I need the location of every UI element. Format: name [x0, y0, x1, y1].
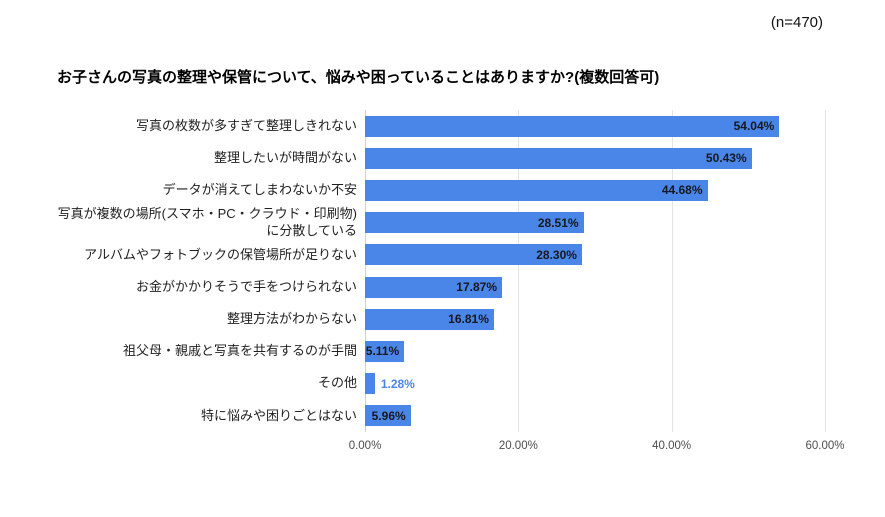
chart-row: 特に悩みや困りごとはない 5.96% — [57, 400, 825, 432]
value-label: 44.68% — [661, 183, 703, 198]
category-label: 写真が複数の場所(スマホ・PC・クラウド・印刷物)に分散している — [57, 206, 357, 238]
chart-row: お金がかかりそうで手をつけられない 17.87% — [57, 271, 825, 303]
chart-row: 整理方法がわからない 16.81% — [57, 303, 825, 335]
sample-size-label: (n=470) — [770, 14, 823, 31]
chart-row: データが消えてしまわないか不安 44.68% — [57, 174, 825, 206]
bar-track: 28.30% — [365, 244, 825, 266]
bar-track: 44.68% — [365, 179, 825, 201]
chart-row: アルバムやフォトブックの保管場所が足りない 28.30% — [57, 239, 825, 271]
bar-track: 16.81% — [365, 308, 825, 330]
chart-row: その他 1.28% — [57, 368, 825, 400]
bar: 28.30% — [365, 244, 582, 266]
bar-track: 1.28% — [365, 373, 825, 395]
chart-row: 写真が複数の場所(スマホ・PC・クラウド・印刷物)に分散している 28.51% — [57, 206, 825, 239]
x-axis-tick: 20.00% — [498, 439, 538, 452]
bar-track: 50.43% — [365, 147, 825, 169]
category-label: 写真の枚数が多すぎて整理しきれない — [135, 117, 357, 133]
x-axis-tick: 0.00% — [348, 439, 382, 452]
bar: 16.81% — [365, 308, 494, 330]
bar-track: 17.87% — [365, 276, 825, 298]
category-label: 整理方法がわからない — [226, 311, 357, 327]
category-label: 特に悩みや困りごとはない — [200, 407, 357, 423]
bar-track: 54.04% — [365, 115, 825, 137]
bar: 5.96% — [365, 405, 411, 427]
bar-track: 28.51% — [365, 212, 825, 234]
value-label: 5.96% — [371, 408, 406, 423]
bar: 5.11% — [365, 340, 405, 362]
chart-row: 整理したいが時間がない 50.43% — [57, 142, 825, 174]
value-label: 28.51% — [537, 215, 579, 230]
value-label: 16.81% — [448, 312, 489, 327]
value-label: 28.30% — [536, 247, 577, 262]
chart-row: 祖父母・親戚と写真を共有するのが手間 5.11% — [57, 335, 825, 367]
category-label: アルバムやフォトブックの保管場所が足りない — [84, 246, 357, 262]
bar-chart: 写真の枚数が多すぎて整理しきれない 54.04% 整理したいが時間がない 50.43%… — [57, 110, 845, 460]
category-label: その他 — [317, 375, 357, 391]
bar: 28.51% — [365, 212, 584, 234]
chart-title: お子さんの写真の整理や保管について、悩みや困っていることはありますか?(複数回答… — [57, 69, 660, 86]
bar-track: 5.96% — [365, 405, 825, 427]
value-label: 1.28% — [380, 376, 415, 391]
value-label: 5.11% — [365, 344, 400, 359]
bar: 17.87% — [365, 276, 502, 298]
x-axis-tick: 60.00% — [805, 439, 845, 452]
bar: 54.04% — [365, 115, 780, 137]
gridline — [825, 110, 826, 432]
chart-row: 写真の枚数が多すぎて整理しきれない 54.04% — [57, 110, 825, 142]
bar: 1.28% — [365, 373, 415, 395]
category-label: お金がかかりそうで手をつけられない — [135, 278, 357, 294]
category-label: データが消えてしまわないか不安 — [162, 182, 357, 198]
value-label: 17.87% — [456, 280, 497, 295]
value-label: 50.43% — [705, 151, 747, 166]
category-label: 整理したいが時間がない — [213, 150, 357, 166]
value-label: 54.04% — [733, 119, 775, 134]
bar: 50.43% — [365, 147, 752, 169]
x-axis-tick: 40.00% — [652, 439, 692, 452]
x-axis: 0.00% 20.00% 40.00% 60.00% — [349, 439, 845, 460]
category-label: 祖父母・親戚と写真を共有するのが手間 — [122, 343, 357, 359]
chart-rows: 写真の枚数が多すぎて整理しきれない 54.04% 整理したいが時間がない 50.43%… — [57, 110, 825, 432]
bar: 44.68% — [365, 179, 708, 201]
bar-track: 5.11% — [365, 340, 825, 362]
